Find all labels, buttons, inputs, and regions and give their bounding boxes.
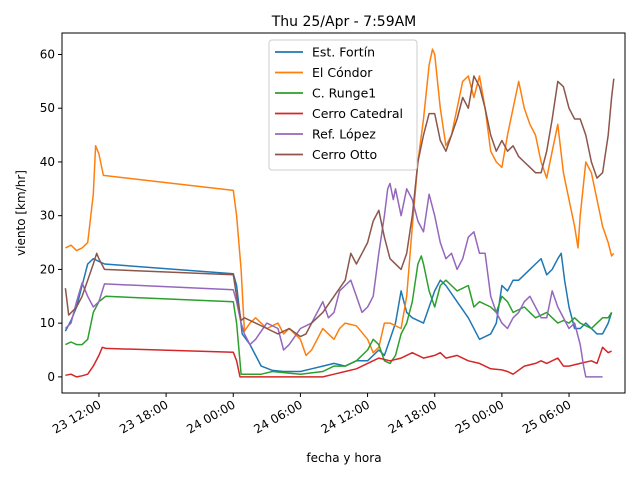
legend-label-ref-lopez: Ref. López — [312, 127, 376, 142]
x-tick-label: 24 12:00 — [319, 397, 372, 436]
x-tick-label: 24 18:00 — [386, 397, 439, 436]
x-tick-label: 25 00:00 — [453, 397, 506, 436]
y-tick-label: 40 — [40, 155, 55, 169]
series-line-cerro-catedral — [65, 346, 612, 378]
y-tick-label: 20 — [40, 262, 55, 276]
series-line-el-condor — [65, 48, 615, 357]
x-tick-label: 23 12:00 — [50, 397, 103, 436]
y-tick-label: 10 — [40, 316, 55, 330]
chart-title: Thu 25/Apr - 7:59AM — [271, 14, 417, 30]
legend-label-est-fortin: Est. Fortín — [312, 45, 375, 60]
y-tick-label: 50 — [40, 101, 55, 115]
series-line-ref-lopez — [64, 182, 603, 378]
y-tick-label: 30 — [40, 209, 55, 223]
x-tick-label: 24 06:00 — [251, 397, 304, 436]
series-line-cerro-otto — [64, 75, 615, 338]
legend-label-c-runge1: C. Runge1 — [312, 86, 376, 101]
y-tick-label: 0 — [47, 370, 55, 384]
legend-label-cerro-otto: Cerro Otto — [312, 147, 377, 162]
series-line-c-runge1 — [65, 255, 613, 375]
x-axis: 23 12:00 23 18:00 24 00:00 24 06:00 24 12:00… — [50, 393, 574, 436]
legend-box — [268, 39, 418, 171]
y-tick-label: 60 — [40, 47, 55, 61]
plot-frame — [61, 32, 626, 394]
x-tick-label: 24 00:00 — [184, 397, 237, 436]
series-layer — [64, 48, 615, 378]
x-tick-label: 23 18:00 — [117, 397, 170, 436]
x-axis-label: fecha y hora — [306, 451, 381, 465]
y-axis: 0 10 20 30 40 50 60 — [40, 47, 62, 384]
legend-label-cerro-catedral: Cerro Catedral — [312, 106, 403, 121]
legend-label-el-condor: El Cóndor — [312, 65, 373, 80]
x-tick-label: 25 06:00 — [520, 397, 573, 436]
legend: Est. Fortín El Cóndor C. Runge1 Cerro Cated… — [268, 39, 418, 171]
y-axis-label: viento [km/hr] — [14, 170, 28, 256]
